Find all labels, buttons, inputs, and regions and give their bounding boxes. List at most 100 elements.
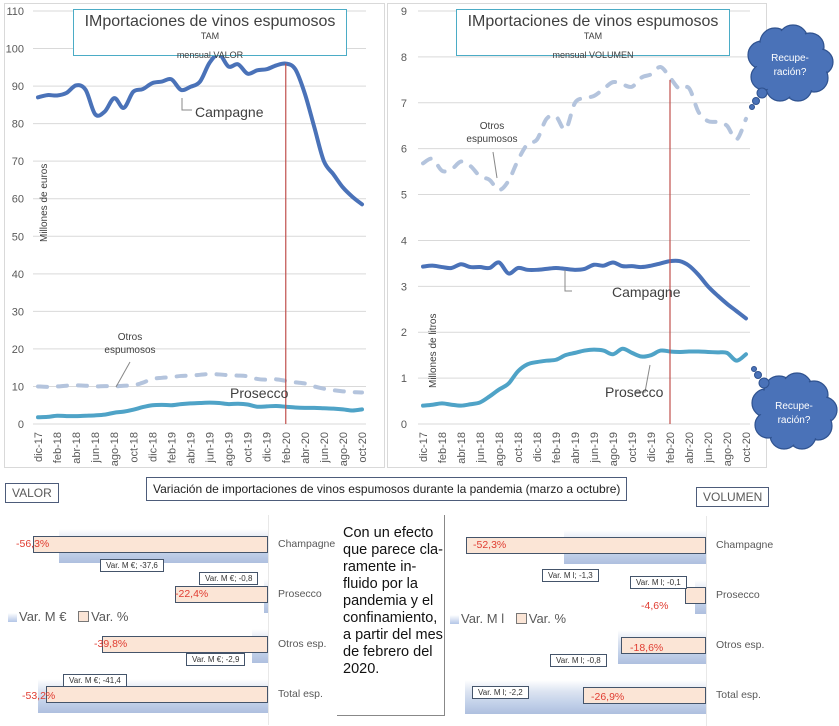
y-tick-label: 6 [401,144,407,156]
y-axis-label: Millones de euros [39,164,50,242]
abs-data-label: Var. M €; -0,8 [199,572,259,585]
x-tick-label: jun-18 [90,432,102,464]
cloud-text: ración? [774,67,807,78]
x-tick-label: abr-20 [684,432,696,464]
category-axis-line [268,515,269,725]
legend-swatch-abs [450,615,459,624]
valor-line-chart-panel [4,3,385,468]
y-tick-label: 4 [401,235,407,247]
annotation-leader [636,364,651,393]
cloud-tail-bubble [756,87,768,99]
thought-cloud-2: Recupe-ración? [751,366,838,450]
y-tick-label: 10 [12,381,24,393]
x-tick-label: dic-18 [532,432,544,462]
abs-data-label: Var. M €; -2,9 [186,653,246,666]
abs-data-label: Var. M €; -37,6 [100,559,164,572]
x-tick-label: oct-20 [741,432,753,463]
valor-line-chart: 0 10 20 30 40 50 60 70 80 90 100 110 dic-17 feb-18 abr… [6,6,369,466]
x-tick-label: abr-19 [185,432,197,464]
bar-pct-change [33,536,268,553]
y-tick-label: 3 [401,281,407,293]
cloud-fill [768,387,820,439]
bar-pct-change [102,636,268,653]
cloud-tail-bubble [751,366,757,372]
legend-swatch-pct [515,613,527,624]
pct-data-label: -53,2% [22,690,56,702]
x-tick-label: dic-19 [646,432,658,462]
x-tick-label: feb-20 [665,432,677,463]
x-tick-label: abr-19 [570,432,582,464]
volumen-legend: Var. M l Var. % [450,611,566,626]
pct-data-label: -52,3% [473,539,507,551]
x-tick-label: dic-19 [262,432,274,462]
series-line-otros-espumosos [421,64,748,192]
y-tick-label: 60 [12,194,24,206]
x-tick-label: jun-20 [703,432,715,464]
y-tick-label: 0 [401,419,407,431]
x-tick-label: jun-18 [475,432,487,464]
legend-label-abs: Var. M l [461,611,505,626]
valor-chart-title-box: IMportaciones de vinos espumosos TAM men… [73,9,347,60]
y-tick-label: 110 [6,6,24,18]
series-annotation-campagne: Campagne [195,104,264,120]
bar-pct-change [46,686,268,703]
pct-data-label: -26,9% [591,691,625,703]
x-tick-label: ago-19 [224,432,236,466]
x-tick-label: abr-18 [456,432,468,464]
thought-cloud-1: Recupe-ración? [747,24,834,110]
x-tick-label: oct-19 [627,432,639,463]
x-tick-label: feb-18 [52,432,64,463]
x-tick-label: ago-20 [722,432,734,466]
annotation-leader [564,270,572,292]
valor-chart-title-sup: TAM [200,31,220,41]
series-annotation-otros-espumosos: Otros [118,332,142,343]
y-tick-label: 90 [12,81,24,93]
x-tick-label: dic-17 [33,432,45,462]
abs-data-label: Var. M l; -2,2 [472,686,529,699]
x-tick-label: jun-20 [319,432,331,464]
valor-chart-title: IMportaciones de vinos espumosos [84,13,336,30]
pct-data-label: -22,4% [175,588,209,600]
cloud-tail-bubble [749,104,755,110]
legend-swatch-pct [78,611,90,622]
volumen-line-chart-panel [387,3,767,468]
y-tick-label: 30 [12,306,24,318]
legend-label-pct: Var. % [528,611,567,626]
y-tick-label: 2 [401,327,407,339]
category-axis-line [706,516,707,726]
note-text: Con un efecto que parece cla-ramente in-… [343,525,443,677]
volumen-panel-label: VOLUMEN [696,487,770,507]
y-tick-label: 0 [18,419,24,431]
category-label: Champagne [278,538,336,550]
y-axis-label: Millones de litros [428,314,439,388]
y-tick-label: 70 [12,156,24,168]
bar-pct-change [582,687,706,704]
cloud-text: Recupe- [775,401,813,412]
pct-data-label: -39,8% [94,638,128,650]
volumen-chart-title-box: IMportaciones de vinos espumosos TAM men… [456,9,730,60]
category-label: Prosecco [716,589,760,601]
annotation-leader [181,98,192,111]
abs-data-label: Var. M l; -0,8 [550,654,607,667]
category-label: Otros esp. [278,638,327,650]
series-annotation-prosecco: Prosecco [605,384,664,400]
cloud-tail-bubble [758,377,770,389]
volumen-chart-title: IMportaciones de vinos espumosos [467,13,719,30]
series-annotation-otros-espumosos: espumosos [466,134,517,145]
cloud-text: Recupe- [771,53,809,64]
category-label: Prosecco [278,588,322,600]
x-tick-label: ago-18 [109,432,121,466]
y-tick-label: 80 [12,119,24,131]
cloud-text: ración? [778,415,811,426]
y-tick-label: 8 [401,52,407,64]
legend-label-abs: Var. M € [19,609,67,624]
annotation-leader [492,151,498,179]
series-line-otros-espumosos [36,372,364,395]
legend-swatch-abs [8,613,17,622]
abs-data-label: Var. M l; -0,1 [630,576,687,589]
valor-legend: Var. M € Var. % [8,609,128,624]
x-tick-label: oct-20 [357,432,369,463]
x-tick-label: ago-19 [608,432,620,466]
x-tick-label: jun-19 [589,432,601,464]
